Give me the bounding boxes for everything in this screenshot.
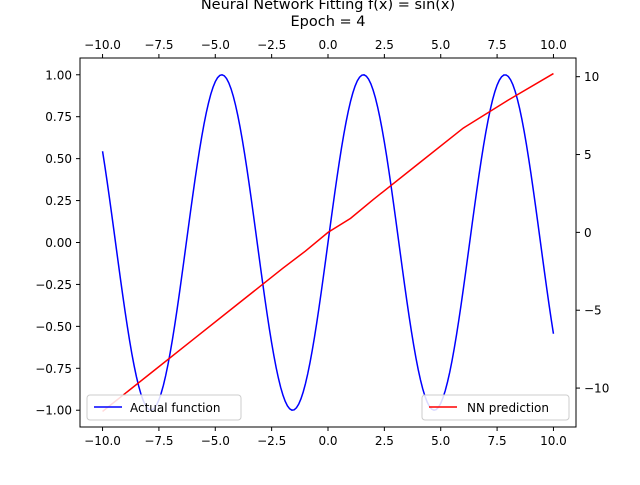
series-0-point-16 bbox=[282, 394, 283, 395]
x-tick-label-top-7: 7.5 bbox=[488, 38, 507, 52]
series-0-point-12 bbox=[237, 115, 238, 116]
series-0-point-34 bbox=[485, 132, 486, 133]
series-0-point-23 bbox=[361, 75, 362, 76]
series-0-point-0 bbox=[102, 151, 103, 152]
ticks-layer: −10.0 −10.0 −7.5 −7.5 −5.0 −5.0 −2.5 −2.5 0.0 0.0… bbox=[35, 38, 609, 448]
y-left-tick-label-3: −0.25 bbox=[35, 278, 72, 292]
series-1-point-12 bbox=[553, 73, 554, 74]
y-right-tick-label-1: −5 bbox=[584, 304, 602, 318]
series-1-point-4 bbox=[282, 268, 283, 269]
series-line-nn-prediction bbox=[102, 72, 554, 413]
series-0-point-24 bbox=[372, 89, 373, 90]
series-0-point-27 bbox=[406, 301, 407, 302]
series-0-point-25 bbox=[384, 142, 385, 143]
x-tick-label-top-0: −10.0 bbox=[84, 38, 121, 52]
series-0-point-37 bbox=[519, 108, 520, 109]
series-0-point-33 bbox=[474, 206, 475, 207]
series-0-point-28 bbox=[418, 369, 419, 370]
series-0-point-2 bbox=[124, 311, 125, 312]
series-0-point-6 bbox=[170, 352, 171, 353]
x-tick-label-bottom-4: 0.0 bbox=[318, 434, 337, 448]
x-tick-label-top-2: −5.0 bbox=[201, 38, 230, 52]
x-tick-label-bottom-7: 7.5 bbox=[488, 434, 507, 448]
series-1-point-11 bbox=[508, 99, 509, 100]
series-0-point-36 bbox=[508, 76, 509, 77]
series-0-point-13 bbox=[248, 183, 249, 184]
y-left-tick-label-4: 0.00 bbox=[45, 236, 72, 250]
series-1-point-2 bbox=[192, 339, 193, 340]
x-tick-label-bottom-6: 5.0 bbox=[431, 434, 450, 448]
series-0-point-1 bbox=[113, 229, 114, 230]
legend-prediction-box bbox=[421, 394, 570, 421]
y-right-tick-label-2: 0 bbox=[584, 226, 592, 240]
x-tick-label-top-1: −7.5 bbox=[144, 38, 173, 52]
series-0-point-14 bbox=[260, 266, 261, 267]
x-tick-label-top-8: 10.0 bbox=[540, 38, 567, 52]
series-1-point-6 bbox=[327, 232, 328, 233]
y-right-tick-label-0: −10 bbox=[584, 382, 609, 396]
series-line-actual-function bbox=[101, 73, 555, 412]
y-left-tick-label-7: 0.75 bbox=[45, 110, 72, 124]
series-0-point-26 bbox=[395, 218, 396, 219]
series-0-point-20 bbox=[327, 242, 328, 243]
series-layer bbox=[101, 72, 555, 413]
series-0-point-10 bbox=[215, 81, 216, 82]
series-0-point-17 bbox=[294, 409, 295, 410]
legend-prediction-label: NN prediction bbox=[467, 401, 549, 415]
y-left-tick-label-2: −0.50 bbox=[35, 320, 72, 334]
series-0-point-40 bbox=[553, 333, 554, 334]
y-left-tick-label-8: 1.00 bbox=[45, 68, 72, 82]
chart-title-line-1: Neural Network Fitting f(x) = sin(x) bbox=[201, 0, 455, 13]
series-1-point-8 bbox=[372, 199, 373, 200]
series-1-point-7 bbox=[350, 218, 351, 219]
series-0-point-19 bbox=[316, 322, 317, 323]
y-left-tick-label-1: −0.75 bbox=[35, 362, 72, 376]
series-1-point-1 bbox=[147, 375, 148, 376]
series-1-point-3 bbox=[237, 303, 238, 304]
series-0-point-8 bbox=[192, 195, 193, 196]
series-1-point-9 bbox=[418, 163, 419, 164]
series-0-point-3 bbox=[136, 376, 137, 377]
series-0-point-7 bbox=[181, 278, 182, 279]
series-0-point-11 bbox=[226, 78, 227, 79]
series-0-point-38 bbox=[530, 173, 531, 174]
y-left-tick-label-6: 0.50 bbox=[45, 152, 72, 166]
series-0-point-15 bbox=[271, 342, 272, 343]
series-0-point-32 bbox=[463, 289, 464, 290]
series-0-point-9 bbox=[203, 123, 204, 124]
x-tick-label-bottom-3: −2.5 bbox=[257, 434, 286, 448]
series-0-point-18 bbox=[305, 383, 306, 384]
legend-actual-label: Actual function bbox=[130, 401, 220, 415]
x-tick-label-top-5: 2.5 bbox=[375, 38, 394, 52]
y-left-tick-label-0: −1.00 bbox=[35, 404, 72, 418]
series-0-point-31 bbox=[451, 360, 452, 361]
x-tick-label-bottom-2: −5.0 bbox=[201, 434, 230, 448]
chart-title-line-2: Epoch = 4 bbox=[291, 14, 366, 30]
x-tick-label-bottom-5: 2.5 bbox=[375, 434, 394, 448]
y-right-tick-label-4: 10 bbox=[584, 70, 599, 84]
plot-frame bbox=[79, 57, 577, 428]
x-tick-label-top-3: −2.5 bbox=[257, 38, 286, 52]
x-tick-label-bottom-8: 10.0 bbox=[540, 434, 567, 448]
x-tick-label-bottom-0: −10.0 bbox=[84, 434, 121, 448]
legend-prediction: NN prediction bbox=[421, 394, 570, 421]
y-right-tick-label-3: 5 bbox=[584, 148, 592, 162]
legend-actual-box bbox=[86, 394, 242, 421]
series-0-point-39 bbox=[542, 254, 543, 255]
legend-actual: Actual function bbox=[86, 394, 242, 421]
series-1-point-10 bbox=[463, 127, 464, 128]
x-tick-label-top-4: 0.0 bbox=[318, 38, 337, 52]
series-0-point-21 bbox=[339, 162, 340, 163]
series-0-point-35 bbox=[496, 85, 497, 86]
x-tick-label-bottom-1: −7.5 bbox=[144, 434, 173, 448]
series-1-point-5 bbox=[305, 250, 306, 251]
y-left-tick-label-5: 0.25 bbox=[45, 194, 72, 208]
x-tick-label-top-6: 5.0 bbox=[431, 38, 450, 52]
series-0-point-22 bbox=[350, 101, 351, 102]
